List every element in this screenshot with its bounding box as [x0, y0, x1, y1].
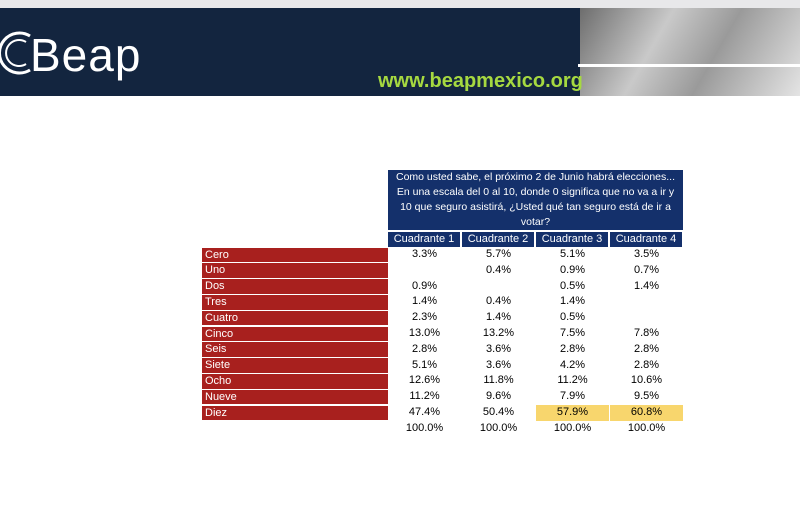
banner-photo [580, 8, 800, 96]
table-cell: 0.7% [633, 263, 660, 276]
table-cell: 2.8% [411, 342, 438, 355]
table-cell: 1.4% [411, 295, 438, 308]
table-cell: 5.1% [411, 358, 438, 371]
table-cell: 13.2% [482, 327, 515, 339]
table-cell: 11.8% [483, 374, 514, 387]
row-label: Cero [202, 247, 388, 263]
row-label: Siete [202, 358, 388, 373]
table-cell: 7.8% [633, 327, 660, 339]
table-cell: 7.5% [559, 327, 586, 339]
table-cell: 3.6% [485, 342, 512, 355]
table-cell: 11.2% [557, 374, 588, 387]
table-cell: 0.5% [559, 279, 586, 292]
site-url[interactable]: www.beapmexico.org [378, 70, 583, 92]
table-cell: 57.9% [536, 405, 609, 421]
row-label: Cinco [202, 326, 388, 342]
question-header: Como usted sabe, el próximo 2 de Junio h… [388, 170, 683, 230]
table-cell: 0.5% [559, 311, 586, 324]
table-cell: 0.4% [485, 295, 512, 308]
table-cell: 0.9% [559, 263, 586, 276]
top-strip [0, 0, 800, 8]
table-cell: 11.2% [409, 390, 440, 403]
row-label: Nueve [202, 389, 388, 405]
table-cell: 47.4% [408, 406, 441, 418]
table-cell: 0.9% [411, 279, 438, 292]
table-cell: 5.1% [559, 248, 586, 260]
table-cell: 4.2% [559, 358, 586, 371]
total-cell: 100.0% [479, 421, 518, 434]
table-cell: 12.6% [408, 374, 441, 387]
table-cell: 1.4% [485, 311, 512, 324]
table-cell: 9.6% [485, 390, 512, 403]
column-header: Cuadrante 4 [610, 232, 682, 247]
column-header: Cuadrante 2 [462, 232, 534, 247]
table-cell: 2.3% [411, 311, 438, 324]
table-cell: 3.5% [633, 248, 660, 260]
table-cell: 1.4% [633, 279, 660, 292]
table-cell: 2.8% [633, 358, 660, 371]
row-label: Diez [202, 405, 388, 421]
table-cell: 13.0% [408, 327, 441, 339]
row-label: Ocho [202, 373, 388, 389]
row-label: Tres [202, 294, 388, 310]
row-label: Dos [202, 279, 388, 294]
table-cell: 50.4% [482, 406, 515, 418]
table-cell: 2.8% [559, 342, 586, 355]
table-cell: 10.6% [630, 374, 663, 387]
table-cell: 9.5% [633, 390, 660, 403]
row-label: Uno [202, 263, 388, 279]
table-cell: 1.4% [559, 295, 586, 308]
row-label: Seis [202, 342, 388, 358]
logo: Beap [30, 29, 142, 81]
divider [578, 64, 800, 67]
table-cell: 5.7% [485, 248, 512, 260]
total-cell: 100.0% [553, 421, 592, 434]
table-cell: 3.6% [485, 358, 512, 371]
total-cell: 100.0% [405, 421, 444, 434]
table-cell: 2.8% [633, 342, 660, 355]
column-header: Cuadrante 1 [388, 232, 460, 247]
row-label: Cuatro [202, 310, 388, 326]
table-cell: 60.8% [610, 405, 683, 421]
column-header: Cuadrante 3 [536, 232, 608, 247]
logo-mark [0, 31, 31, 75]
table-cell: 3.3% [411, 248, 438, 260]
table-cell: 0.4% [485, 263, 512, 276]
table-cell: 7.9% [559, 390, 586, 403]
total-cell: 100.0% [627, 421, 666, 434]
